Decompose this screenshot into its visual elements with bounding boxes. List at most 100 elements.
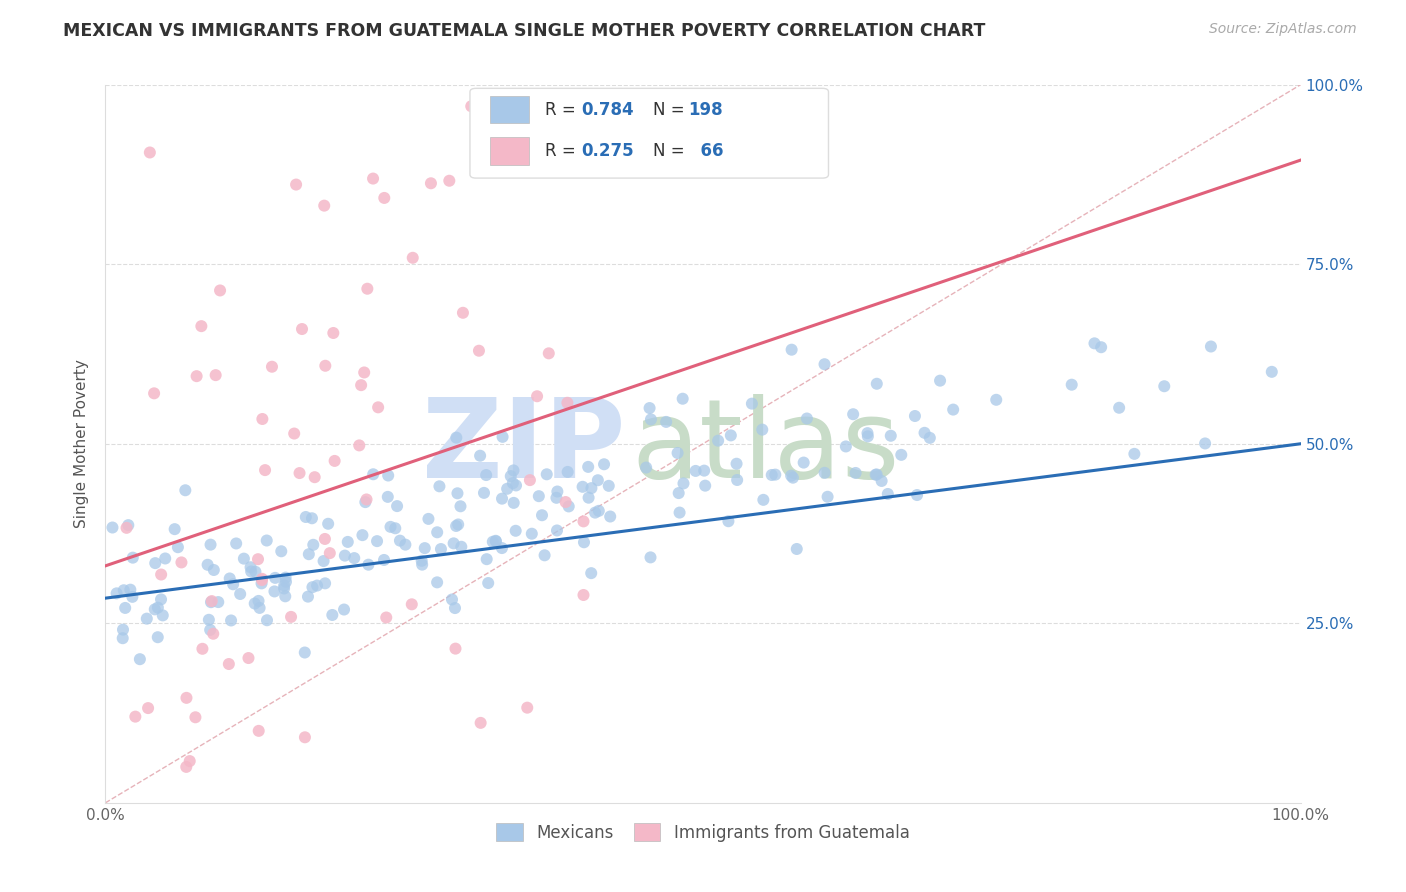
Point [204,368,226,383]
Point [333,602,356,616]
Point [285,178,308,192]
Point [536,467,558,482]
Point [1199,339,1222,353]
Point [385,499,408,513]
Text: 198: 198 [689,101,723,119]
Point [491,541,513,555]
Point [155,551,177,566]
Point [845,466,868,480]
Point [312,554,335,568]
Point [780,468,803,483]
Point [796,411,818,425]
Point [557,396,579,410]
Point [530,508,553,523]
Point [377,468,399,483]
Point [599,509,621,524]
Point [179,754,201,768]
Point [350,378,373,392]
Point [191,641,214,656]
Point [250,576,273,591]
Point [842,407,865,421]
Point [219,614,242,628]
Point [361,171,384,186]
Point [526,389,548,403]
Point [401,597,423,611]
Point [475,468,498,483]
Point [314,576,336,591]
Point [222,577,245,591]
Point [446,431,468,445]
Point [586,473,609,487]
Point [472,486,495,500]
Point [239,560,262,574]
Point [373,553,395,567]
Point [200,538,222,552]
Point [143,602,166,616]
Point [856,426,879,441]
Point [572,535,595,549]
Point [546,484,568,499]
Point [377,490,399,504]
Point [274,574,297,589]
Point [250,573,273,587]
Text: R =: R = [546,101,581,119]
Point [581,481,603,495]
Point [321,607,343,622]
Point [499,469,522,483]
Point [440,592,463,607]
Text: N =: N = [652,142,690,160]
Text: Source: ZipAtlas.com: Source: ZipAtlas.com [1209,22,1357,37]
Point [373,191,395,205]
Point [527,489,550,503]
Point [260,359,283,374]
Point [152,608,174,623]
Point [388,533,411,548]
Text: MEXICAN VS IMMIGRANTS FROM GUATEMALA SINGLE MOTHER POVERTY CORRELATION CHART: MEXICAN VS IMMIGRANTS FROM GUATEMALA SIN… [63,22,986,40]
Point [668,486,690,500]
Point [1060,377,1083,392]
Point [485,533,508,548]
Point [353,366,375,380]
Point [291,322,314,336]
Point [207,595,229,609]
Point [184,710,207,724]
Point [336,535,359,549]
Point [1090,340,1112,354]
Point [429,479,451,493]
Point [468,343,491,358]
Point [411,554,433,568]
Point [411,558,433,572]
Point [533,549,555,563]
Point [557,500,579,514]
Point [419,176,441,190]
Point [638,401,661,415]
Point [685,464,707,478]
Point [322,326,344,340]
Point [304,470,326,484]
Point [741,397,763,411]
Point [128,652,150,666]
Point [468,449,491,463]
Point [870,474,893,488]
Point [640,550,662,565]
Point [450,540,472,554]
Point [813,357,835,371]
Point [121,590,143,604]
Text: 66: 66 [689,142,723,160]
Point [146,600,169,615]
Point [252,412,274,426]
Point [571,480,593,494]
Point [209,284,232,298]
Point [249,601,271,615]
Text: R =: R = [546,142,581,160]
Point [918,431,941,445]
Point [413,541,436,555]
Point [294,510,316,524]
Point [942,402,965,417]
Point [263,584,285,599]
Point [439,174,461,188]
FancyBboxPatch shape [470,88,828,178]
Point [780,343,803,357]
Point [146,630,169,644]
Point [1153,379,1175,393]
